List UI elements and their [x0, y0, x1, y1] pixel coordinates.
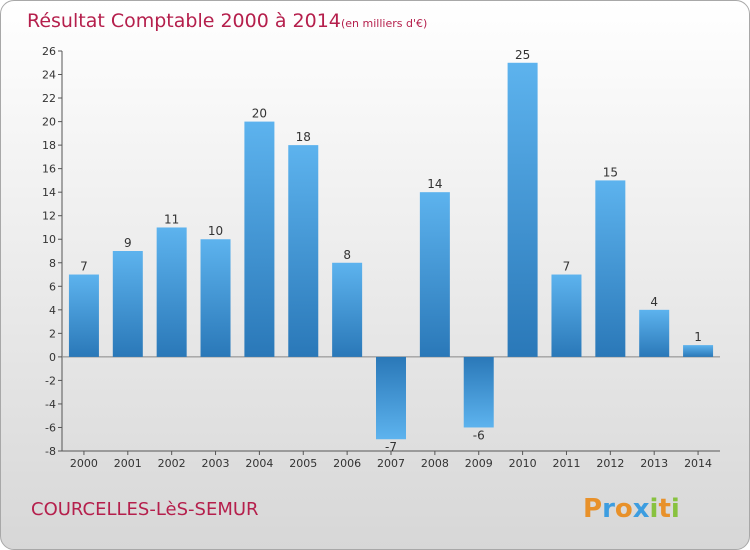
y-tick-label: 10 — [42, 233, 56, 246]
data-label-2005: 18 — [296, 130, 311, 144]
data-label-2013: 4 — [650, 295, 658, 309]
y-tick-label: 4 — [49, 304, 56, 317]
y-tick-label: -6 — [45, 421, 56, 434]
x-tick-label-2003: 2003 — [202, 457, 230, 470]
bar-2011 — [551, 274, 582, 357]
logo-letter: i — [650, 494, 659, 524]
logo-letter: t — [658, 494, 670, 524]
y-tick-label: 12 — [42, 210, 56, 223]
commune-name: COURCELLES-LèS-SEMUR — [31, 499, 259, 520]
data-label-2009: -6 — [473, 428, 485, 442]
bar-2001 — [112, 251, 143, 357]
chart-subtitle: (en milliers d'€) — [341, 17, 427, 30]
y-tick-label: 14 — [42, 186, 56, 199]
x-tick-label-2009: 2009 — [465, 457, 493, 470]
data-label-2011: 7 — [563, 260, 571, 274]
y-tick-label: 18 — [42, 139, 56, 152]
x-tick-label-2012: 2012 — [596, 457, 624, 470]
y-tick-label: 0 — [49, 351, 56, 364]
y-tick-label: -8 — [45, 445, 56, 458]
logo-letter: i — [671, 494, 680, 524]
x-tick-label-2014: 2014 — [684, 457, 712, 470]
logo-letter: x — [633, 494, 650, 524]
x-tick-label-2008: 2008 — [421, 457, 449, 470]
y-tick-label: 26 — [42, 45, 56, 58]
bar-2009 — [463, 356, 494, 428]
data-label-2014: 1 — [694, 330, 702, 344]
bar-2005 — [288, 145, 319, 357]
y-tick-label: 20 — [42, 116, 56, 129]
data-label-2004: 20 — [252, 107, 267, 121]
x-tick-label-2005: 2005 — [289, 457, 317, 470]
bar-2000 — [68, 274, 99, 357]
y-tick-label: 8 — [49, 257, 56, 270]
y-tick-label: 6 — [49, 280, 56, 293]
x-tick-label-2011: 2011 — [552, 457, 580, 470]
bar-2012 — [595, 180, 626, 357]
proxiti-logo: Proxiti — [583, 494, 680, 524]
logo-letter: P — [583, 494, 602, 524]
data-label-2000: 7 — [80, 260, 88, 274]
x-tick-label-2006: 2006 — [333, 457, 361, 470]
bar-2013 — [639, 309, 670, 357]
x-tick-label-2007: 2007 — [377, 457, 405, 470]
y-tick-label: 24 — [42, 69, 56, 82]
bar-2002 — [156, 227, 187, 357]
bar-2006 — [332, 262, 363, 357]
bar-2008 — [419, 192, 450, 357]
data-label-2012: 15 — [603, 165, 618, 179]
y-tick-label: 22 — [42, 92, 56, 105]
y-tick-label: -4 — [45, 398, 56, 411]
x-tick-label-2013: 2013 — [640, 457, 668, 470]
x-tick-label-2000: 2000 — [70, 457, 98, 470]
data-label-2001: 9 — [124, 236, 132, 250]
x-tick-label-2001: 2001 — [114, 457, 142, 470]
bar-2010 — [507, 62, 538, 357]
y-tick-label: -2 — [45, 374, 56, 387]
logo-letter: r — [602, 494, 615, 524]
data-label-2006: 8 — [343, 248, 351, 262]
x-tick-label-2010: 2010 — [509, 457, 537, 470]
bar-2003 — [200, 239, 231, 357]
chart-title: Résultat Comptable 2000 à 2014 — [27, 10, 341, 32]
data-label-2010: 25 — [515, 48, 530, 62]
bar-2014 — [683, 345, 714, 357]
data-label-2002: 11 — [164, 212, 179, 226]
data-label-2008: 14 — [427, 177, 442, 191]
logo-letter: o — [615, 494, 633, 524]
x-tick-label-2002: 2002 — [158, 457, 186, 470]
y-tick-label: 16 — [42, 163, 56, 176]
data-label-2007: -7 — [385, 440, 397, 454]
bar-2007 — [376, 356, 406, 440]
x-tick-label-2004: 2004 — [245, 457, 273, 470]
bars: 7 9 11 10 20 18 8 -7 14 -6 25 7 15 4 1 — [68, 48, 714, 454]
y-tick-label: 2 — [49, 327, 56, 340]
bar-2004 — [244, 121, 275, 357]
data-label-2003: 10 — [208, 224, 223, 238]
